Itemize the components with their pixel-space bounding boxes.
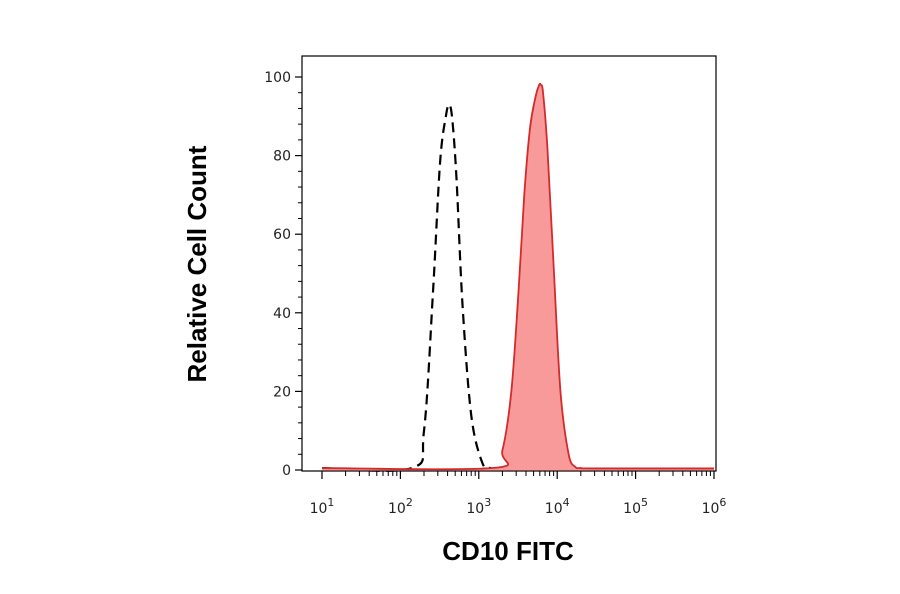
x-tick-exponent: 6 [719,496,726,509]
x-tick-exponent: 1 [327,496,334,509]
y-tick-label: 100 [264,70,291,86]
x-tick-label: 104 [545,496,570,517]
plot-border [301,55,717,472]
y-tick-label: 80 [273,149,291,165]
x-tick-exponent: 5 [641,496,648,509]
y-axis-title: Relative Cell Count [182,145,212,382]
x-tick-label: 106 [702,496,727,517]
x-axis-title: CD10 FITC [442,536,574,566]
x-tick-label: 103 [466,496,491,517]
y-tick-label: 20 [273,384,291,400]
x-tick-label: 105 [623,496,648,517]
y-tick-label: 60 [273,227,291,243]
y-tick-label: 0 [282,463,291,479]
x-tick-label: 101 [310,496,335,517]
series-1-line [321,82,715,471]
x-tick-exponent: 3 [484,496,491,509]
x-tick-exponent: 4 [563,496,570,509]
series-1-fill [322,83,714,471]
x-tick-label: 102 [388,496,413,517]
y-axis: 0 20 40 60 80 100 [264,70,302,479]
series-layer [321,82,715,472]
x-axis: 101 102 103 104 105 106 [310,471,727,517]
plot-frame [301,55,717,472]
x-tick-exponent: 2 [406,496,413,509]
y-tick-label: 40 [273,306,291,322]
